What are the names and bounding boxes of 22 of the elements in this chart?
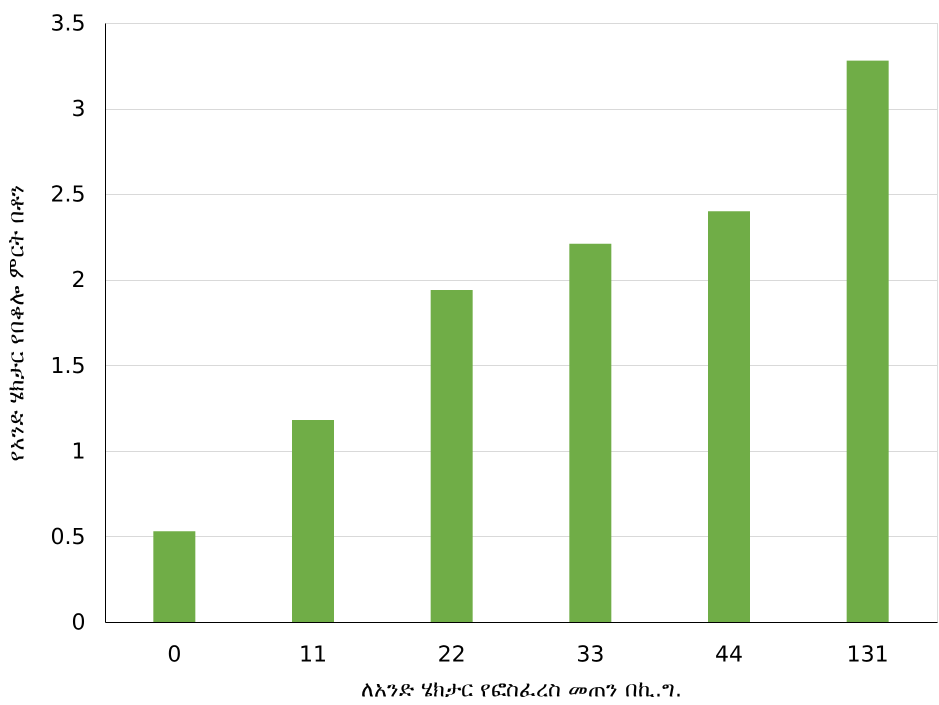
x-tick-label: 131 <box>846 642 889 668</box>
bar <box>708 211 750 622</box>
bar <box>846 60 889 622</box>
x-tick-label: 22 <box>438 642 466 668</box>
y-tick-label: 1 <box>72 439 86 464</box>
x-tick-label: 33 <box>576 642 604 668</box>
y-tick-label: 0.5 <box>50 524 86 550</box>
y-tick-label: 0 <box>72 610 86 636</box>
y-tick-label: 3.5 <box>50 12 86 36</box>
y-tick-label: 1.5 <box>50 354 86 379</box>
bar <box>569 244 612 622</box>
y-tick-label: 2 <box>72 268 86 294</box>
x-tick-label: 44 <box>715 642 743 668</box>
x-tick-label: 11 <box>299 642 327 668</box>
bar <box>153 531 196 622</box>
bar <box>292 420 334 622</box>
x-axis-title: ለአንድ ሄክታር የፎስፈረስ መጠን በኪ.ግ. <box>361 678 682 702</box>
y-tick-label: 2.5 <box>50 182 86 208</box>
y-tick-label: 3 <box>72 97 86 122</box>
y-axis-title: የአንድ ሄክታር የበቆሎ ምርት በቶን <box>4 184 30 462</box>
x-tick-label: 0 <box>167 642 182 668</box>
bar <box>430 290 473 622</box>
